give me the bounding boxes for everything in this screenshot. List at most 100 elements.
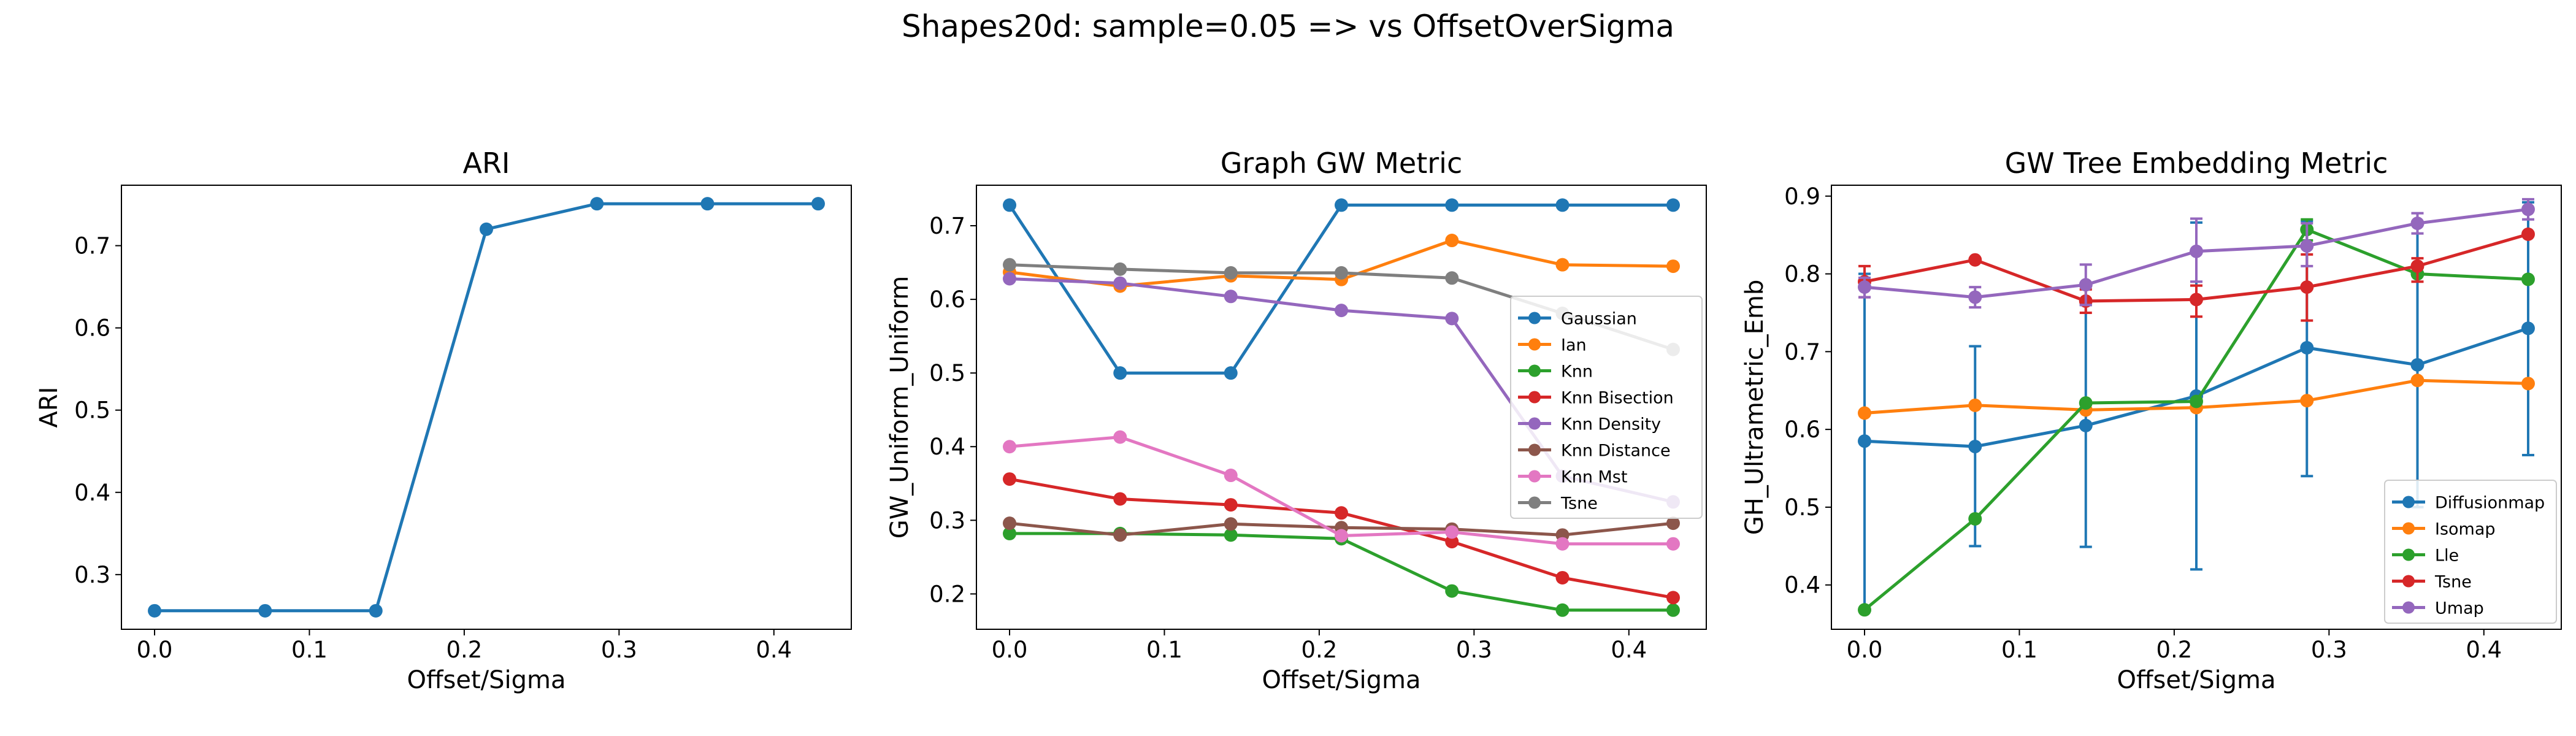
data-point (1224, 528, 1238, 542)
data-point (1445, 312, 1459, 326)
legend-label: Tsne (2434, 573, 2472, 592)
data-point (1003, 258, 1017, 272)
x-tick-label: 0.2 (2156, 637, 2192, 663)
subplot-title: ARI (463, 147, 510, 180)
legend: Gaussian Ian Knn Knn Bisection Knn Density Kn… (1510, 296, 1703, 519)
data-point (1666, 537, 1680, 551)
y-tick-label: 0.6 (74, 315, 110, 342)
data-point (1003, 526, 1017, 540)
data-point (2410, 259, 2425, 273)
legend-swatch-marker (2402, 575, 2415, 588)
data-point (1335, 529, 1348, 543)
legend-label: Knn Distance (1561, 442, 1671, 461)
data-point (1666, 198, 1680, 212)
data-point (1968, 253, 1982, 267)
data-point (2300, 394, 2314, 408)
legend-label: Knn Density (1561, 415, 1661, 434)
data-point (2190, 244, 2203, 258)
y-tick-label: 0.5 (74, 397, 110, 424)
legend-label: Knn (1561, 362, 1593, 381)
series-umap (1858, 197, 2535, 309)
y-tick-label: 0.7 (74, 233, 110, 259)
legend-swatch-marker (1528, 470, 1541, 483)
legend-swatch-marker (1528, 338, 1541, 351)
x-tick-label: 0.3 (1456, 637, 1492, 663)
data-point (1224, 366, 1238, 380)
data-point (1224, 266, 1238, 280)
legend-box (1510, 296, 1703, 519)
data-point (1445, 584, 1459, 598)
x-tick-label: 0.1 (291, 637, 328, 663)
x-tick-label: 0.1 (2001, 637, 2037, 663)
data-point (1003, 272, 1017, 286)
subplot-2: Graph GW Metric 0.0 0.1 0.2 0.3 0.4 0.2 0.3 0.4 0… (886, 147, 1707, 694)
data-point (2521, 377, 2535, 391)
y-tick-label: 0.8 (1784, 261, 1820, 288)
data-point (2410, 217, 2425, 231)
series-knn-mst (1003, 430, 1680, 551)
data-point (1666, 603, 1680, 617)
data-point (1445, 525, 1459, 539)
legend-label: Knn Bisection (1561, 389, 1674, 408)
data-point (1224, 289, 1238, 304)
data-point (1335, 266, 1348, 280)
data-point (1858, 603, 1872, 617)
y-tick-label: 0.6 (1784, 416, 1820, 443)
axes-frame (1831, 185, 2562, 630)
y-tick-label: 0.2 (929, 581, 965, 607)
axes-frame (121, 185, 852, 630)
data-point (1555, 198, 1570, 212)
legend-swatch-marker (1528, 496, 1541, 509)
data-point (1113, 430, 1127, 444)
data-point (2410, 358, 2425, 372)
data-point (1858, 434, 1872, 448)
data-point (1968, 398, 1982, 412)
y-tick-label: 0.5 (929, 360, 965, 386)
data-point (2190, 293, 2203, 307)
subplot-title: Graph GW Metric (1221, 147, 1462, 180)
axes-frame (976, 185, 1707, 630)
legend-label: Knn Mst (1561, 468, 1627, 487)
y-tick-label: 0.4 (1784, 572, 1820, 599)
x-tick-label: 0.2 (446, 637, 482, 663)
data-point (1003, 198, 1017, 212)
data-point (1003, 472, 1017, 486)
subplot-title: GW Tree Embedding Metric (2005, 147, 2388, 180)
legend-swatch-marker (2402, 522, 2415, 535)
x-tick-label: 0.1 (1146, 637, 1183, 663)
data-point (1858, 280, 1872, 294)
y-tick-label: 0.7 (1784, 339, 1820, 365)
y-tick-label: 0.3 (929, 507, 965, 534)
x-tick-label: 0.0 (1847, 637, 1883, 663)
x-axis-label: Offset/Sigma (407, 666, 565, 694)
data-point (148, 604, 162, 618)
y-tick-label: 0.9 (1784, 183, 1820, 210)
data-point (1968, 290, 1982, 304)
x-tick-label: 0.0 (992, 637, 1028, 663)
x-tick-label: 0.3 (601, 637, 637, 663)
data-point (1666, 516, 1680, 531)
legend-swatch-marker (1528, 312, 1541, 324)
figure-suptitle: Shapes20d: sample=0.05 => vs OffsetOverS… (902, 9, 1674, 44)
data-point (1224, 469, 1238, 483)
data-point (1555, 570, 1570, 585)
data-point (1445, 234, 1459, 248)
data-point (2521, 272, 2535, 286)
data-point (1113, 492, 1127, 506)
legend-swatch-marker (2402, 548, 2415, 561)
series-knn-bisection (1003, 472, 1680, 605)
data-point (2521, 202, 2535, 217)
y-tick-label: 0.5 (1784, 494, 1820, 521)
x-tick-label: 0.4 (756, 637, 792, 663)
data-point (1224, 517, 1238, 531)
legend-label: Gaussian (1561, 310, 1637, 329)
data-point (480, 222, 493, 236)
legend-label: Diffusionmap (2435, 494, 2545, 513)
data-point (1968, 440, 1982, 454)
data-point (811, 197, 825, 211)
legend-swatch-marker (1528, 417, 1541, 430)
y-axis-label: GW_Uniform_Uniform (886, 276, 914, 539)
data-point (1445, 535, 1459, 549)
data-point (2079, 396, 2093, 410)
